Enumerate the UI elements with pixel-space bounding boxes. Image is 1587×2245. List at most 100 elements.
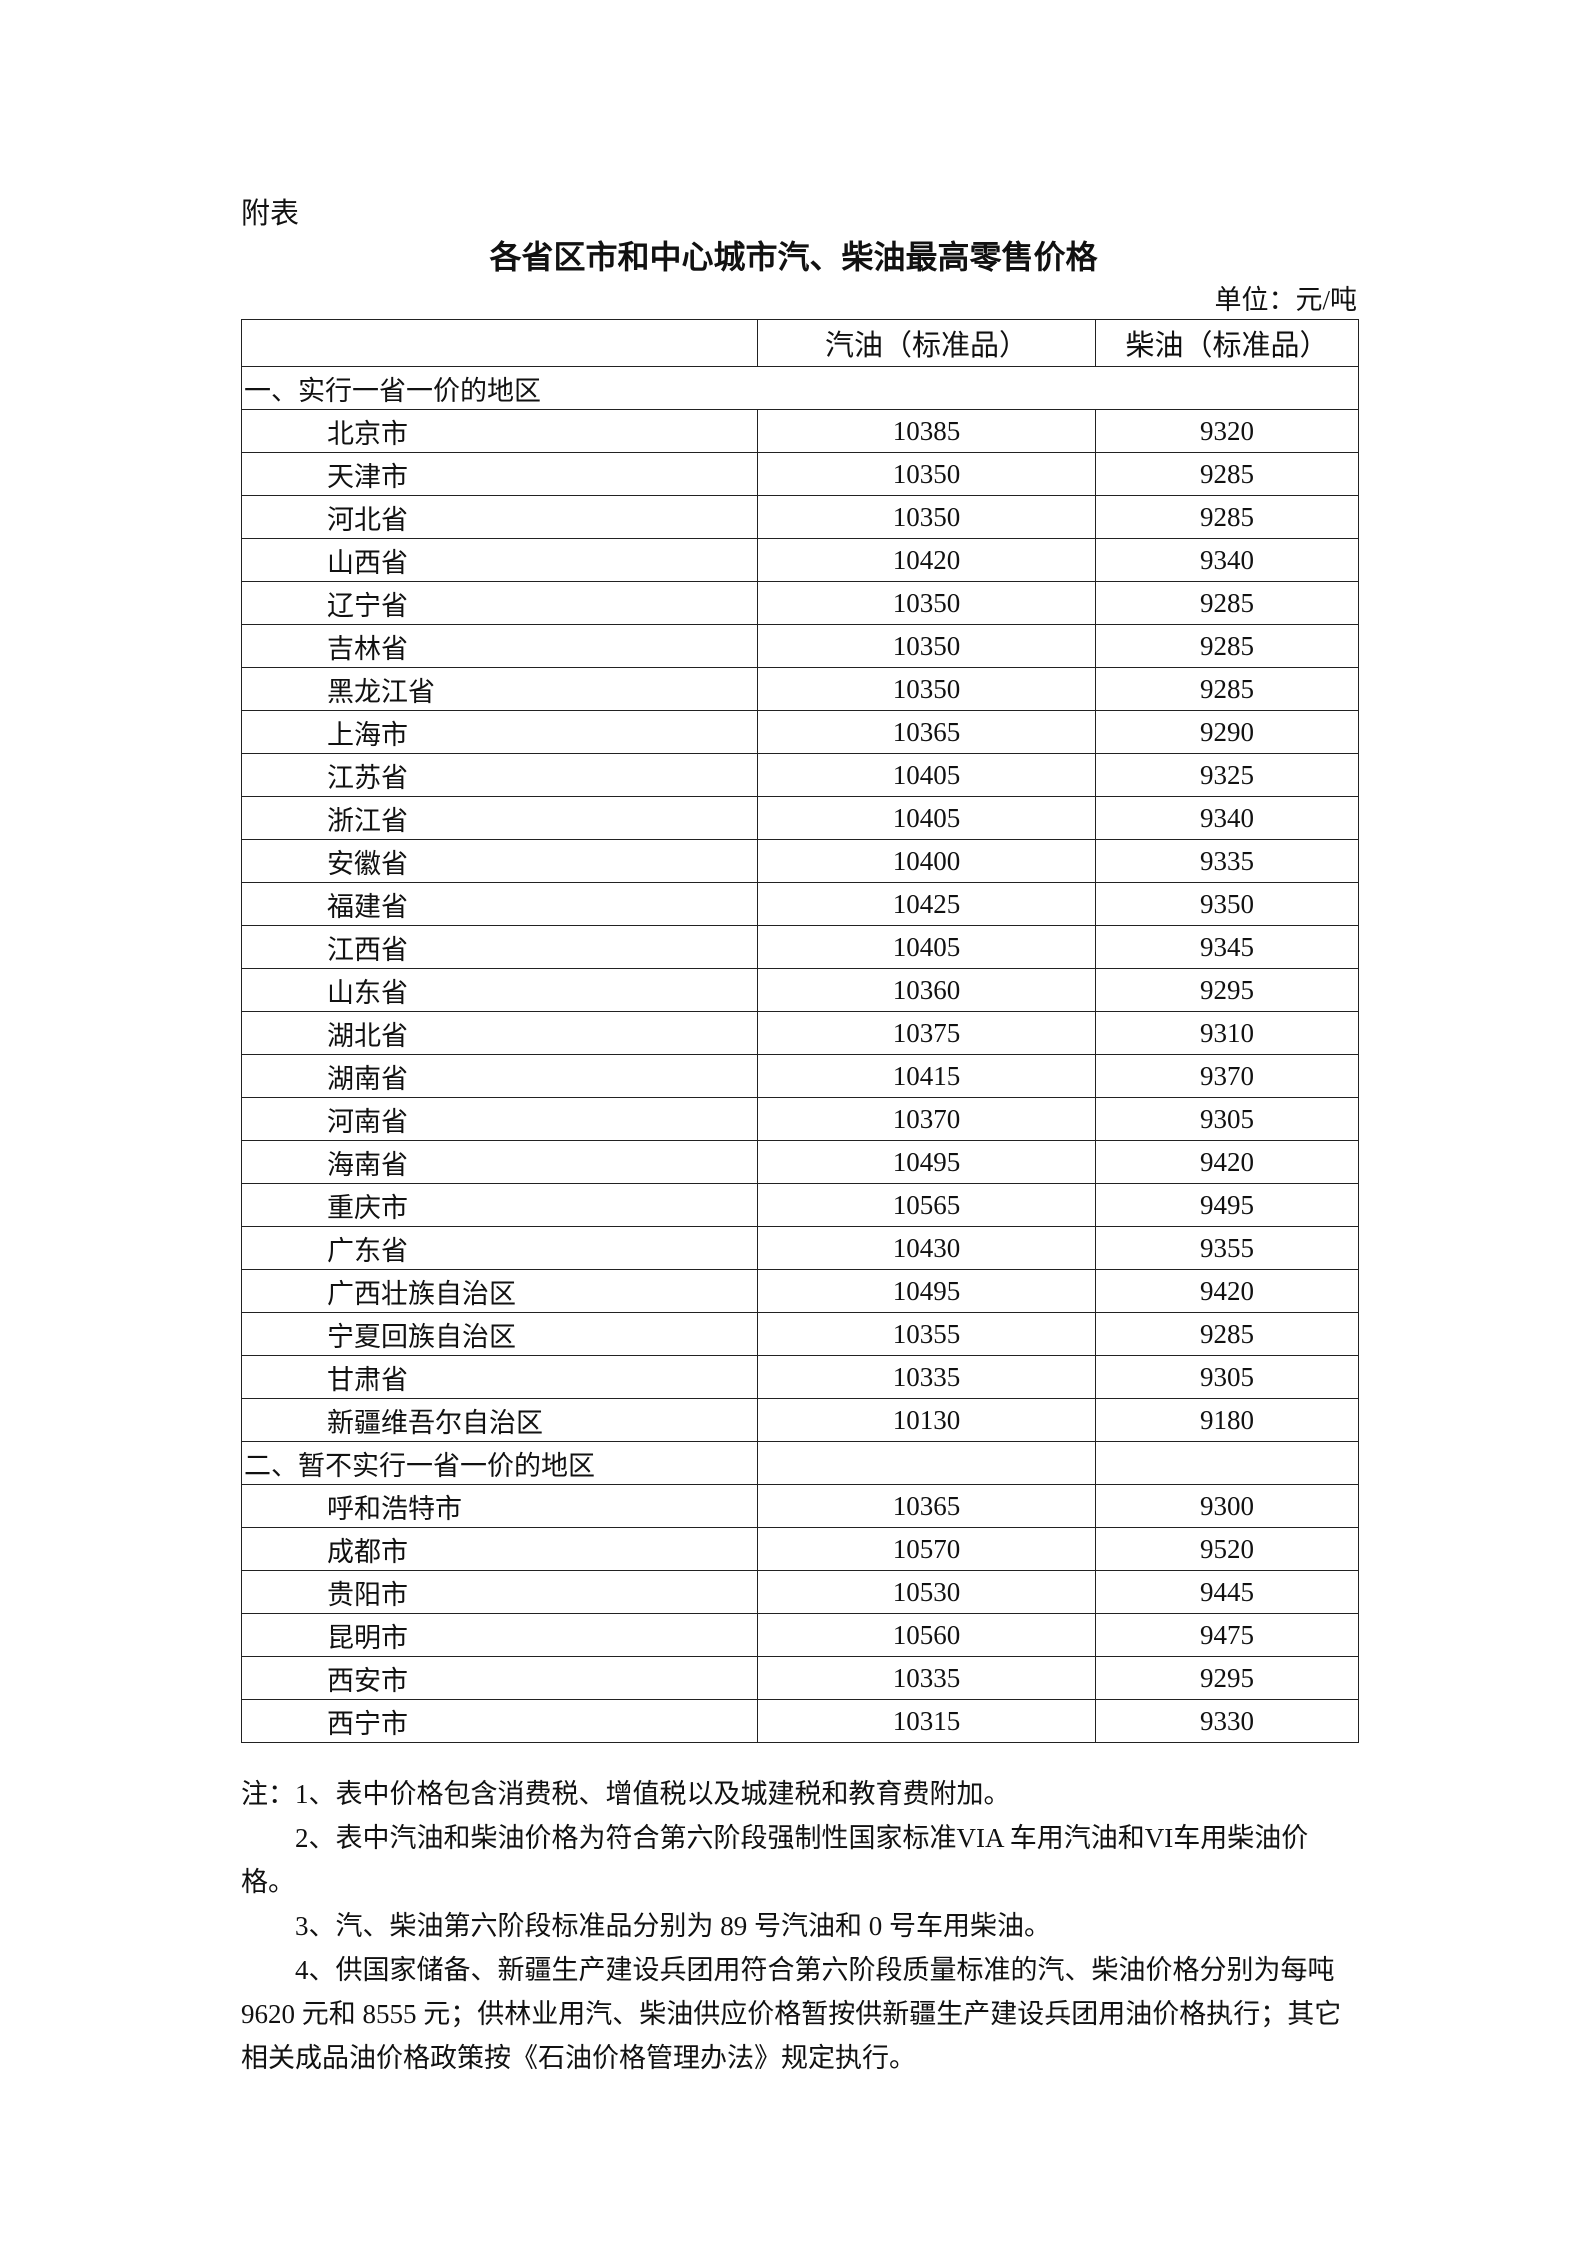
table-row: 北京市 10385 9320 [241,409,1359,453]
diesel-price-cell: 9475 [1095,1613,1359,1657]
table-row: 甘肃省 10335 9305 [241,1355,1359,1399]
region-name-cell: 甘肃省 [241,1355,758,1399]
diesel-price-cell: 9350 [1095,882,1359,926]
table-row: 成都市 10570 9520 [241,1527,1359,1571]
table-row: 重庆市 10565 9495 [241,1183,1359,1227]
diesel-price-cell: 9310 [1095,1011,1359,1055]
table-row: 辽宁省 10350 9285 [241,581,1359,625]
diesel-price-cell: 9495 [1095,1183,1359,1227]
region-name-cell: 宁夏回族自治区 [241,1312,758,1356]
header-cell-gasoline: 汽油（标准品） [757,319,1096,367]
annex-label: 附表 [241,198,300,230]
region-name-cell: 安徽省 [241,839,758,883]
gasoline-price-cell: 10365 [757,710,1096,754]
diesel-price-cell: 9520 [1095,1527,1359,1571]
gasoline-price-cell: 10400 [757,839,1096,883]
region-name-cell: 重庆市 [241,1183,758,1227]
table-row: 西安市 10335 9295 [241,1656,1359,1700]
table-row: 河北省 10350 9285 [241,495,1359,539]
gasoline-price-cell: 10385 [757,409,1096,453]
gasoline-price-cell: 10370 [757,1097,1096,1141]
gasoline-price-cell: 10130 [757,1398,1096,1442]
gasoline-price-cell: 10350 [757,452,1096,496]
table-row: 江西省 10405 9345 [241,925,1359,969]
table-row: 新疆维吾尔自治区 10130 9180 [241,1398,1359,1442]
table-row: 贵阳市 10530 9445 [241,1570,1359,1614]
region-name-cell: 河北省 [241,495,758,539]
region-name-cell: 成都市 [241,1527,758,1571]
table-row: 浙江省 10405 9340 [241,796,1359,840]
table-row: 昆明市 10560 9475 [241,1613,1359,1657]
table-header-row: 汽油（标准品） 柴油（标准品） [241,319,1359,367]
region-name-cell: 新疆维吾尔自治区 [241,1398,758,1442]
region-name-cell: 西宁市 [241,1699,758,1743]
gasoline-price-cell: 10565 [757,1183,1096,1227]
region-name-cell: 广东省 [241,1226,758,1270]
diesel-price-cell: 9285 [1095,1312,1359,1356]
region-name-cell: 山西省 [241,538,758,582]
note-1: 注：1、表中价格包含消费税、增值税以及城建税和教育费附加。 [241,1779,1011,1809]
gasoline-price-cell: 10360 [757,968,1096,1012]
gasoline-price-cell: 10315 [757,1699,1096,1743]
region-name-cell: 山东省 [241,968,758,1012]
diesel-price-cell: 9370 [1095,1054,1359,1098]
section-row: 二、暂不实行一省一价的地区 [241,1441,1359,1485]
region-name-cell: 黑龙江省 [241,667,758,711]
diesel-price-cell: 9285 [1095,624,1359,668]
section-label: 二、暂不实行一省一价的地区 [241,1441,758,1485]
gasoline-price-cell: 10350 [757,667,1096,711]
diesel-price-cell: 9305 [1095,1097,1359,1141]
table-row: 湖北省 10375 9310 [241,1011,1359,1055]
table-row: 吉林省 10350 9285 [241,624,1359,668]
diesel-price-cell: 9340 [1095,538,1359,582]
table-row: 西宁市 10315 9330 [241,1699,1359,1743]
region-name-cell: 河南省 [241,1097,758,1141]
gasoline-price-cell: 10405 [757,925,1096,969]
gasoline-price-cell: 10350 [757,624,1096,668]
diesel-price-cell: 9285 [1095,452,1359,496]
diesel-price-cell: 9330 [1095,1699,1359,1743]
gasoline-price-cell: 10415 [757,1054,1096,1098]
empty-cell [1095,1441,1359,1485]
region-name-cell: 西安市 [241,1656,758,1700]
page-title: 各省区市和中心城市汽、柴油最高零售价格 [489,238,1098,276]
table-row: 山西省 10420 9340 [241,538,1359,582]
diesel-price-cell: 9305 [1095,1355,1359,1399]
header-cell-diesel: 柴油（标准品） [1095,319,1359,367]
region-name-cell: 江苏省 [241,753,758,797]
diesel-price-cell: 9300 [1095,1484,1359,1528]
region-name-cell: 湖南省 [241,1054,758,1098]
diesel-price-cell: 9325 [1095,753,1359,797]
table-row: 山东省 10360 9295 [241,968,1359,1012]
table-row: 福建省 10425 9350 [241,882,1359,926]
diesel-price-cell: 9420 [1095,1269,1359,1313]
gasoline-price-cell: 10335 [757,1656,1096,1700]
table-row: 宁夏回族自治区 10355 9285 [241,1312,1359,1356]
gasoline-price-cell: 10405 [757,753,1096,797]
diesel-price-cell: 9345 [1095,925,1359,969]
diesel-price-cell: 9290 [1095,710,1359,754]
gasoline-price-cell: 10420 [757,538,1096,582]
gasoline-price-cell: 10495 [757,1269,1096,1313]
gasoline-price-cell: 10405 [757,796,1096,840]
diesel-price-cell: 9320 [1095,409,1359,453]
unit-label: 单位：元/吨 [1214,285,1357,315]
table-row: 海南省 10495 9420 [241,1140,1359,1184]
gasoline-price-cell: 10375 [757,1011,1096,1055]
empty-cell [757,1441,1096,1485]
diesel-price-cell: 9285 [1095,495,1359,539]
table-row: 江苏省 10405 9325 [241,753,1359,797]
gasoline-price-cell: 10495 [757,1140,1096,1184]
table-row: 河南省 10370 9305 [241,1097,1359,1141]
region-name-cell: 广西壮族自治区 [241,1269,758,1313]
table-row: 黑龙江省 10350 9285 [241,667,1359,711]
gasoline-price-cell: 10355 [757,1312,1096,1356]
table-row: 呼和浩特市 10365 9300 [241,1484,1359,1528]
region-name-cell: 浙江省 [241,796,758,840]
diesel-price-cell: 9295 [1095,968,1359,1012]
diesel-price-cell: 9285 [1095,581,1359,625]
diesel-price-cell: 9355 [1095,1226,1359,1270]
gasoline-price-cell: 10530 [757,1570,1096,1614]
gasoline-price-cell: 10350 [757,495,1096,539]
diesel-price-cell: 9285 [1095,667,1359,711]
